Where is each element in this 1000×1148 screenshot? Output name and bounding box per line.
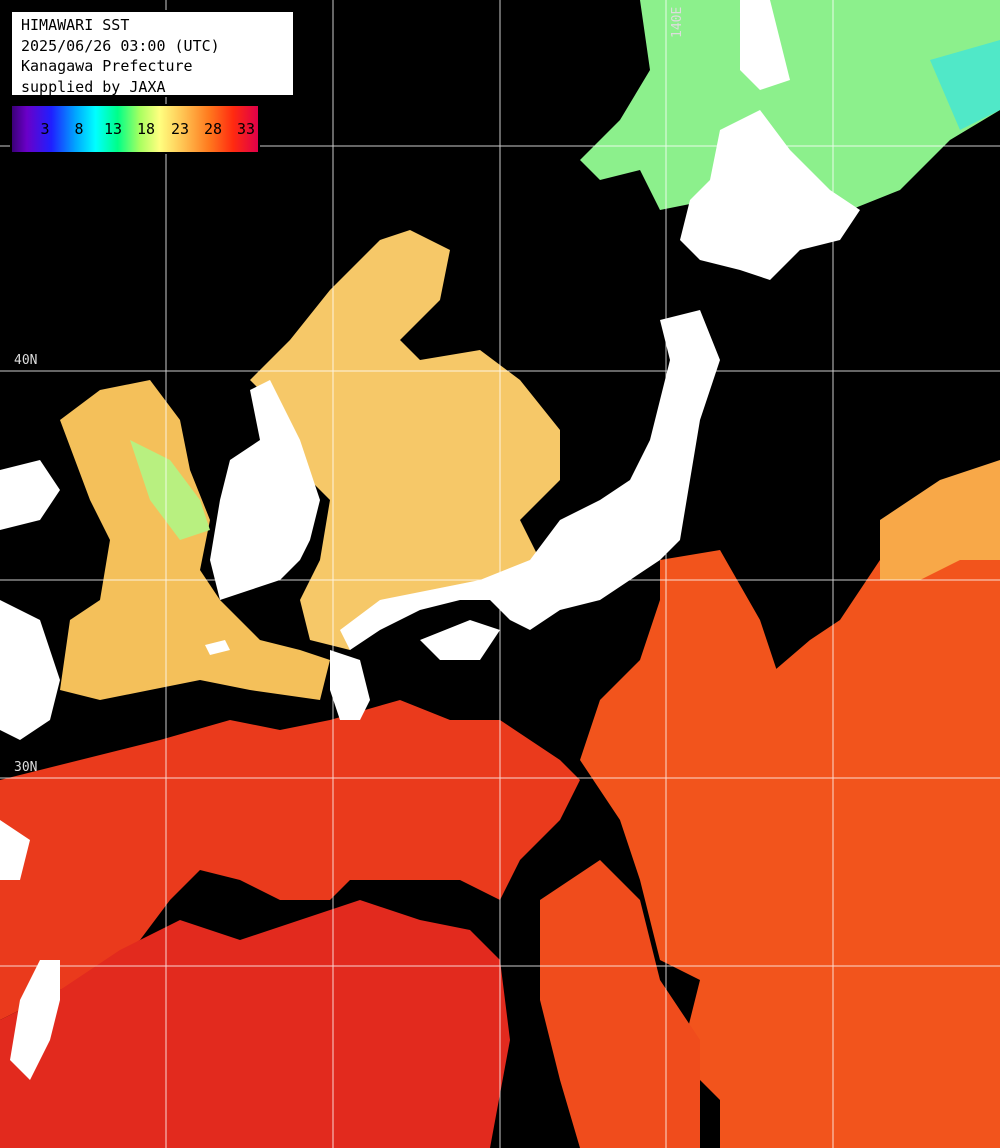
sea-area-pacific (580, 470, 1000, 1148)
land-jeju (205, 640, 230, 655)
colorbar-tick: 28 (203, 120, 223, 138)
lat-label-30n: 30N (14, 760, 38, 775)
land-sakhalin (740, 0, 790, 90)
colorbar-tick: 18 (136, 120, 156, 138)
colorbar-tick: 8 (74, 120, 84, 138)
lat-label-40n: 40N (14, 353, 38, 368)
sea-area-east-upper (880, 460, 1000, 580)
sea-area-north-cool (580, 0, 1000, 260)
sea-area-southwest (0, 900, 510, 1148)
sea-area-yellow-sea (60, 380, 330, 700)
sea-area-north-cyan (930, 40, 1000, 130)
lon-label-140e: 140E (670, 6, 685, 38)
land-kyushu (330, 650, 370, 720)
sea-area-bohai-cool (130, 440, 210, 540)
sst-colorbar: 3 8 13 18 23 28 33 (10, 104, 260, 154)
colorbar-tick: 33 (236, 120, 256, 138)
info-box: HIMAWARI SST 2025/06/26 03:00 (UTC) Kana… (10, 10, 295, 97)
sea-area-south-mid (540, 860, 700, 1148)
colorbar-tick: 3 (40, 120, 50, 138)
colorbar-tick: 13 (103, 120, 123, 138)
land-hokkaido (680, 110, 860, 280)
sea-area-east-china-sea (0, 700, 580, 1020)
land-asia-mainland (0, 460, 60, 880)
info-title: HIMAWARI SST (21, 16, 130, 34)
land-honshu (340, 310, 720, 650)
info-region: Kanagawa Prefecture (21, 57, 193, 75)
land-shikoku (420, 620, 500, 660)
info-datetime: 2025/06/26 03:00 (UTC) (21, 36, 220, 55)
land-taiwan (10, 960, 60, 1080)
info-credit: supplied by JAXA (21, 77, 166, 96)
land-korea (210, 380, 320, 600)
sea-area-japan-sea (250, 230, 560, 650)
colorbar-tick: 23 (170, 120, 190, 138)
